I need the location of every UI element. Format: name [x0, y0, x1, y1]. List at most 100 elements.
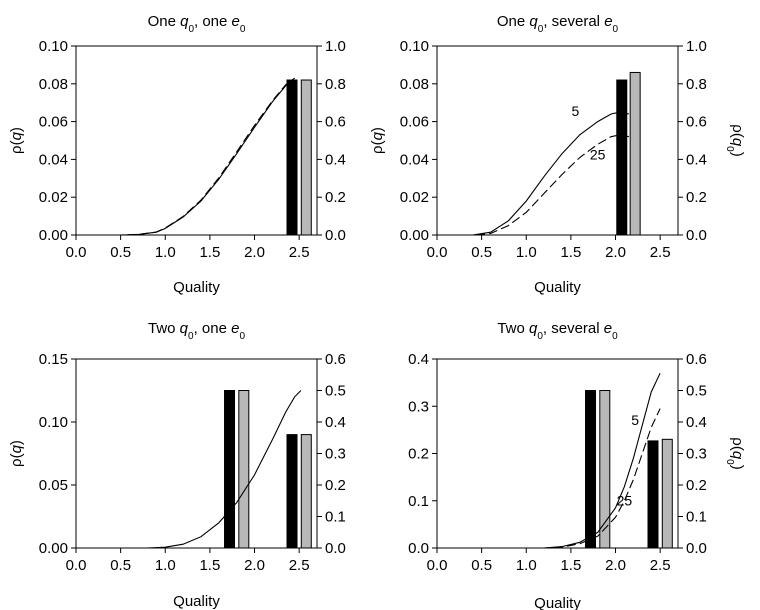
- y-right-tick-label: 0.4: [325, 151, 346, 168]
- y-left-tick-label: 0.06: [400, 114, 429, 131]
- y-right-axis-label: ρ(q0): [725, 124, 747, 156]
- curve-annotation: 5: [571, 103, 579, 119]
- x-tick-label: 0.0: [66, 244, 87, 261]
- y-right-tick-label: 0.6: [325, 351, 346, 368]
- x-tick-label: 1.0: [516, 244, 537, 261]
- y-right-tick-label: 0.0: [325, 227, 346, 244]
- y-left-tick-label: 0.2: [408, 446, 429, 463]
- y-right-tick-label: 0.8: [325, 76, 346, 93]
- y-left-tick-label: 0.10: [39, 414, 68, 431]
- series-line-dashed: [437, 408, 661, 549]
- series-line-solid: [437, 372, 661, 549]
- y-right-tick-label: 0.3: [325, 446, 346, 463]
- x-tick-label: 2.0: [605, 244, 626, 261]
- bar-2: [599, 390, 611, 549]
- x-tick-label: 1.0: [155, 557, 176, 574]
- series-line-solid: [437, 111, 630, 236]
- y-right-axis-label: ρ(q0): [725, 437, 747, 469]
- y-right-tick-label: 0.3: [686, 446, 707, 463]
- y-right-tick-label: 0.6: [325, 114, 346, 131]
- x-tick-label: 0.0: [427, 244, 448, 261]
- x-tick-label: 2.0: [605, 557, 626, 574]
- x-tick-label: 2.0: [244, 557, 265, 574]
- y-right-tick-label: 0.1: [686, 509, 707, 526]
- x-tick-label: 1.5: [560, 557, 581, 574]
- bar-2: [629, 71, 641, 236]
- plot-frame: [436, 358, 679, 549]
- y-left-tick-label: 0.0: [408, 540, 429, 557]
- y-right-tick-label: 0.2: [325, 477, 346, 494]
- panel-4: Two q0, several e00.0 0.5 1.0 1.5 2.0 2.50.00…: [408, 320, 746, 610]
- x-tick-label: 2.5: [650, 244, 671, 261]
- x-tick-label: 2.0: [244, 244, 265, 261]
- x-axis-label: Quality: [534, 595, 581, 610]
- series-line-dashed: [437, 134, 630, 236]
- panel-3: Two q0, one e0 0.0 0.5 1.0 1.5 2.0 2.5 0.00 0.05…: [8, 320, 346, 610]
- y-left-tick-label: 0.4: [408, 351, 429, 368]
- bar-3: [647, 440, 659, 549]
- y-right-tick-label: 0.4: [686, 414, 707, 431]
- bar-2: [238, 390, 250, 549]
- y-right-tick-label: 0.4: [686, 151, 707, 168]
- y-left-tick-label: 0.02: [39, 189, 68, 206]
- y-right-tick-label: 0.6: [686, 351, 707, 368]
- y-left-tick-label: 0.06: [39, 114, 68, 131]
- bar-3: [286, 434, 298, 549]
- y-left-tick-label: 0.05: [39, 477, 68, 494]
- y-right-tick-label: 0.5: [686, 383, 707, 400]
- y-left-tick-label: 0.04: [400, 151, 429, 168]
- y-right-tick-label: 0.6: [686, 114, 707, 131]
- x-tick-label: 2.5: [650, 557, 671, 574]
- y-left-axis-label: ρ(q): [369, 127, 386, 154]
- y-right-tick-label: 0.0: [686, 227, 707, 244]
- y-left-tick-label: 0.08: [400, 76, 429, 93]
- y-right-tick-label: 0.1: [325, 509, 346, 526]
- bar-4: [661, 438, 673, 549]
- y-right-tick-label: 0.0: [686, 540, 707, 557]
- y-right-tick-label: 0.5: [325, 383, 346, 400]
- y-left-tick-label: 0.04: [39, 151, 68, 168]
- y-left-tick-label: 0.00: [400, 227, 429, 244]
- y-right-tick-label: 0.4: [325, 414, 346, 431]
- y-left-tick-label: 0.1: [408, 493, 429, 510]
- curve-annotation: 25: [590, 146, 606, 162]
- panel-1: One q0, one e0 0.0 0.5 1.0 1.5 2.0 2.5 0.00 0.02…: [8, 13, 346, 296]
- panel-title: One q0, one e0: [148, 13, 246, 35]
- bar-1: [585, 390, 597, 549]
- panel-title: Two q0, one e0: [148, 320, 245, 342]
- plot-frame: [75, 358, 318, 549]
- x-tick-label: 2.5: [289, 244, 310, 261]
- series-line-dashed: [76, 77, 296, 236]
- x-tick-label: 1.0: [516, 557, 537, 574]
- bar-1: [616, 79, 628, 236]
- x-tick-label: 2.5: [289, 557, 310, 574]
- bar-1: [224, 390, 236, 549]
- panel-title: Two q0, several e0: [497, 320, 618, 342]
- x-tick-label: 0.0: [66, 557, 87, 574]
- y-right-tick-label: 1.0: [325, 38, 346, 55]
- bar-2: [300, 79, 312, 236]
- panel-2: One q0, several e00.0 0.5 1.0 1.5 2.0 2.50.00…: [369, 13, 746, 296]
- x-tick-label: 0.5: [110, 557, 131, 574]
- plot-frame: [436, 45, 679, 236]
- series-line-solid: [76, 79, 295, 236]
- y-left-axis-label: ρ(q): [8, 127, 25, 154]
- bar-4: [300, 434, 312, 549]
- x-tick-label: 1.5: [199, 557, 220, 574]
- y-left-axis-label: ρ(q): [8, 440, 25, 467]
- panel-title: One q0, several e0: [497, 13, 619, 35]
- x-axis-label: Quality: [173, 593, 220, 610]
- y-left-tick-label: 0.00: [39, 227, 68, 244]
- x-axis-label: Quality: [534, 279, 581, 296]
- y-right-tick-label: 0.8: [686, 76, 707, 93]
- x-tick-label: 1.5: [199, 244, 220, 261]
- x-tick-label: 1.0: [155, 244, 176, 261]
- x-tick-label: 0.5: [471, 244, 492, 261]
- plot-frame: [75, 45, 318, 236]
- y-left-tick-label: 0.3: [408, 398, 429, 415]
- y-left-tick-label: 0.15: [39, 351, 68, 368]
- curve-annotation: 25: [617, 492, 633, 508]
- series-line-solid: [76, 390, 302, 549]
- x-tick-label: 0.0: [427, 557, 448, 574]
